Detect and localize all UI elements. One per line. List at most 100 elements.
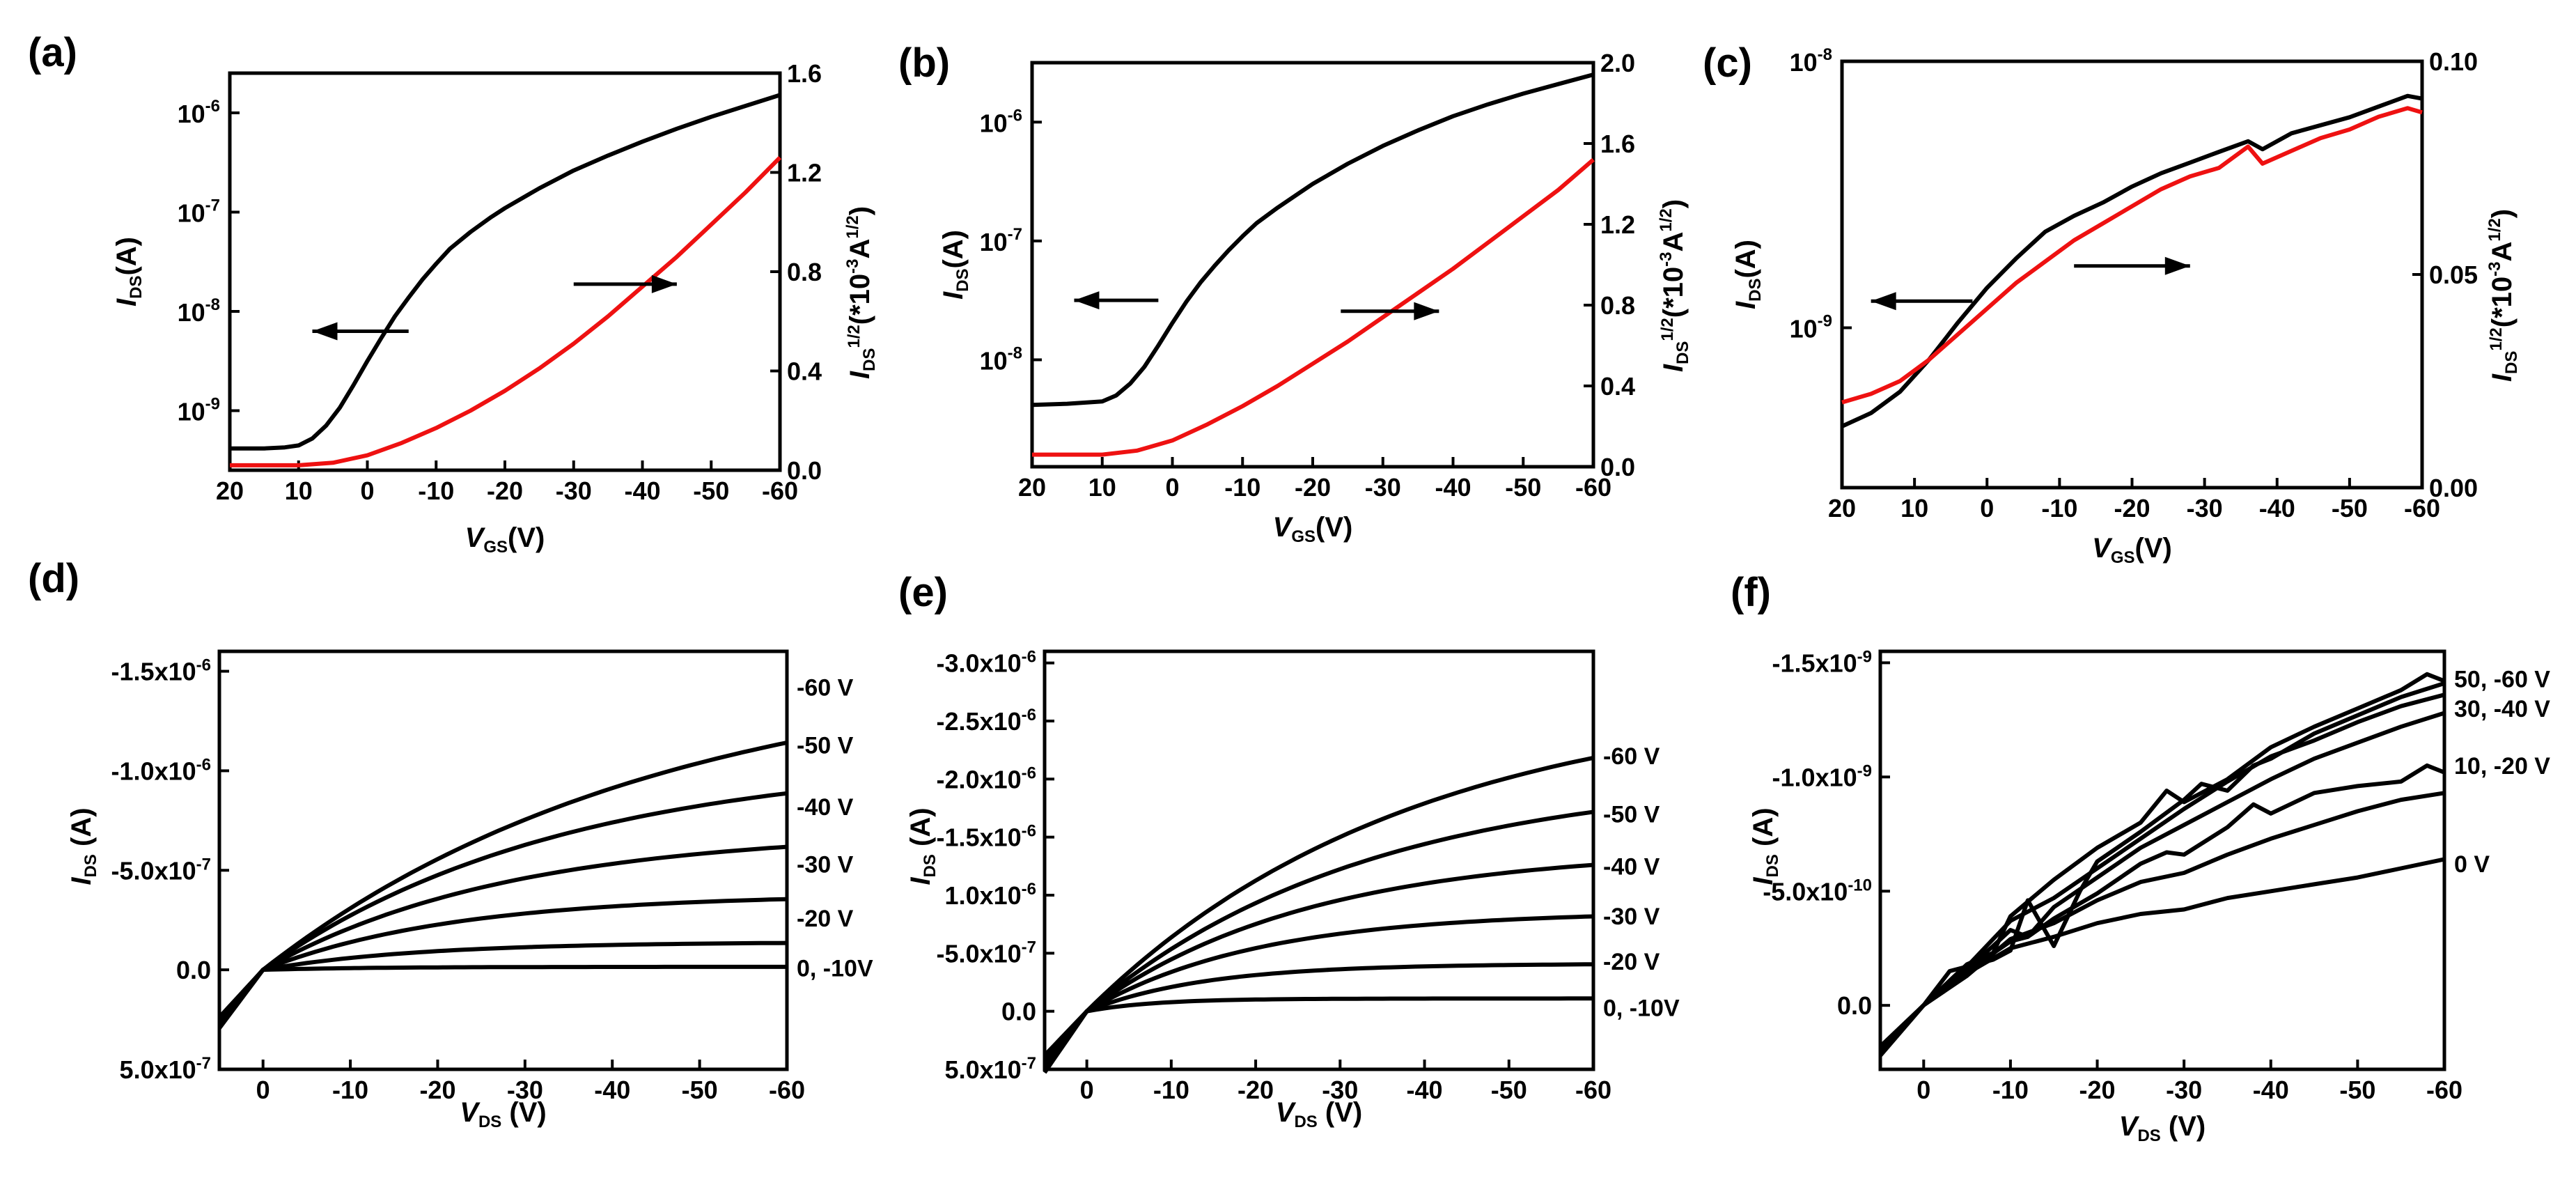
- curve-label: 50, -60 V: [2454, 666, 2550, 692]
- y-right-axis-label-unit: (*10: [2487, 277, 2518, 327]
- x-tick-label: -50: [2339, 1076, 2375, 1104]
- x-tick-label: -20: [419, 1076, 455, 1104]
- series-ids-sqrt: [230, 155, 782, 467]
- y-tick-label-exponent: -7: [1022, 938, 1036, 956]
- series-curve: [1043, 809, 1594, 1069]
- x-tick-label: -60: [2404, 494, 2440, 522]
- y-tick-label: 10-8: [1790, 45, 1832, 77]
- panel-label-c: (c): [1703, 40, 1752, 86]
- curve-label: 10, -20 V: [2454, 753, 2550, 780]
- y-axis-label-unit: (A): [66, 807, 97, 854]
- x-tick-label: -20: [2079, 1076, 2116, 1104]
- series-ids-log: [1841, 93, 2423, 428]
- curve-label: -50 V: [797, 732, 854, 759]
- x-tick-label: -40: [2259, 494, 2295, 522]
- y-right-axis-label: IDS1/2(*10-3A1/2): [843, 206, 879, 379]
- series-curve: [1878, 711, 2445, 1057]
- y-tick-label-mantissa: -1.5x10: [111, 658, 196, 686]
- x-axis-label: VDS (V): [1276, 1097, 1362, 1131]
- y-axis-label-subscript: DS: [921, 854, 939, 877]
- y-tick-exponent: -6: [205, 97, 220, 116]
- x-axis-label-subscript: DS: [2137, 1126, 2160, 1145]
- y-axis-label: IDS (A): [66, 807, 100, 885]
- x-tick-label: 10: [285, 476, 313, 505]
- y-tick-label: -5.0x10-7: [111, 855, 211, 885]
- y-tick-label: 10-7: [178, 196, 220, 228]
- series-curve: [1043, 996, 1593, 1057]
- series-curve: [1878, 672, 2446, 1051]
- x-axis-label: VGS(V): [2092, 533, 2172, 567]
- y-right-tick-label: 0.0: [787, 456, 822, 485]
- y-right-tick-label: 0.05: [2429, 261, 2478, 289]
- x-tick-label: -50: [1491, 1076, 1527, 1104]
- y-right-axis-label-subscript: DS: [2502, 351, 2521, 374]
- x-tick-label: -40: [594, 1076, 630, 1104]
- x-tick-label: 0: [1917, 1076, 1930, 1104]
- y-tick-label: 0.0: [176, 956, 211, 984]
- y-tick-label: -5.0x10-7: [937, 938, 1036, 968]
- x-axis-label-subscript: GS: [483, 538, 508, 557]
- panel-label-b: (b): [898, 40, 950, 86]
- y-right-axis-label-exponent: -3: [2485, 262, 2504, 277]
- y-axis-label-unit: (A): [111, 237, 142, 276]
- y-tick-label-mantissa: 0.0: [1001, 998, 1036, 1026]
- y-tick-exponent: -8: [1008, 343, 1022, 362]
- y-right-tick-label: 2.0: [1600, 49, 1635, 77]
- y-tick-label-mantissa: 0.0: [176, 956, 211, 984]
- y-tick-base: 10: [178, 298, 205, 327]
- y-tick-exponent: -6: [1008, 106, 1022, 125]
- y-tick-label-exponent: -6: [1022, 822, 1036, 841]
- x-tick-label: 10: [1900, 494, 1928, 522]
- y-tick-base: 10: [178, 199, 205, 228]
- y-tick-label: -5.0x10-10: [1763, 876, 1872, 906]
- y-right-axis-label-symbol: I: [1658, 364, 1689, 372]
- y-tick-label-mantissa: -1.5x10: [937, 823, 1022, 852]
- y-tick-label-mantissa: -2.5x10: [937, 707, 1022, 736]
- y-right-axis-label-symbol: I: [2487, 373, 2518, 382]
- x-axis-label-unit: (V): [1318, 1097, 1362, 1128]
- y-tick-base: 10: [980, 346, 1008, 375]
- x-tick-label: -30: [2187, 494, 2223, 522]
- y-right-tick-label: 0.8: [787, 258, 822, 286]
- x-axis-label-subscript: DS: [1294, 1113, 1317, 1131]
- y-axis-label-symbol: I: [905, 877, 936, 885]
- x-tick-label: -20: [487, 476, 523, 505]
- x-axis-label-unit: (V): [2161, 1111, 2206, 1142]
- series-curve: [1043, 914, 1594, 1062]
- y-tick-base: 10: [1790, 48, 1818, 77]
- series-curve: [217, 897, 788, 1021]
- x-tick-label: 20: [1018, 473, 1046, 502]
- y-tick-label-mantissa: -5.0x10: [111, 856, 196, 885]
- x-axis-label: VGS(V): [465, 522, 545, 557]
- y-tick-label: 10-6: [980, 106, 1022, 137]
- x-tick-label: -20: [2114, 494, 2150, 522]
- x-tick-label: -20: [1295, 473, 1331, 502]
- y-tick-label-exponent: -6: [196, 755, 211, 774]
- y-tick-label-exponent: -10: [1848, 876, 1872, 894]
- y-tick-label-mantissa: -1.5x10: [1772, 649, 1857, 677]
- y-right-axis-label: IDS1/2(*10-3A1/2): [2485, 209, 2521, 382]
- series-curve: [217, 940, 788, 1020]
- x-tick-label: -60: [769, 1076, 805, 1104]
- y-axis-label: IDS (A): [1748, 807, 1782, 885]
- y-right-axis-label-superscript: 1/2: [2487, 327, 2506, 350]
- y-tick-label-mantissa: -1.0x10: [111, 757, 196, 785]
- y-right-axis-label-superscript: 1/2: [845, 325, 864, 348]
- y-tick-label-mantissa: -5.0x10: [937, 939, 1022, 968]
- y-axis-label-unit: (A): [1748, 807, 1779, 854]
- x-axis-label-unit: (V): [508, 522, 545, 553]
- y-axis-label: IDS(A): [111, 237, 146, 307]
- series-curve: [1878, 763, 2446, 1051]
- x-axis-label-symbol: V: [1276, 1097, 1297, 1128]
- y-tick-label-mantissa: 1.0x10: [945, 881, 1022, 910]
- curve-label: 0 V: [2454, 851, 2490, 878]
- y-tick-label-exponent: -6: [1022, 764, 1036, 782]
- y-right-axis-label: IDS1/2(*10-3A1/2): [1657, 199, 1692, 372]
- x-tick-label: 20: [216, 476, 244, 505]
- series-curve: [1878, 857, 2445, 1053]
- panel-label-a: (a): [28, 30, 77, 75]
- y-tick-exponent: -9: [205, 395, 220, 414]
- y-tick-label: 0.0: [1001, 998, 1036, 1026]
